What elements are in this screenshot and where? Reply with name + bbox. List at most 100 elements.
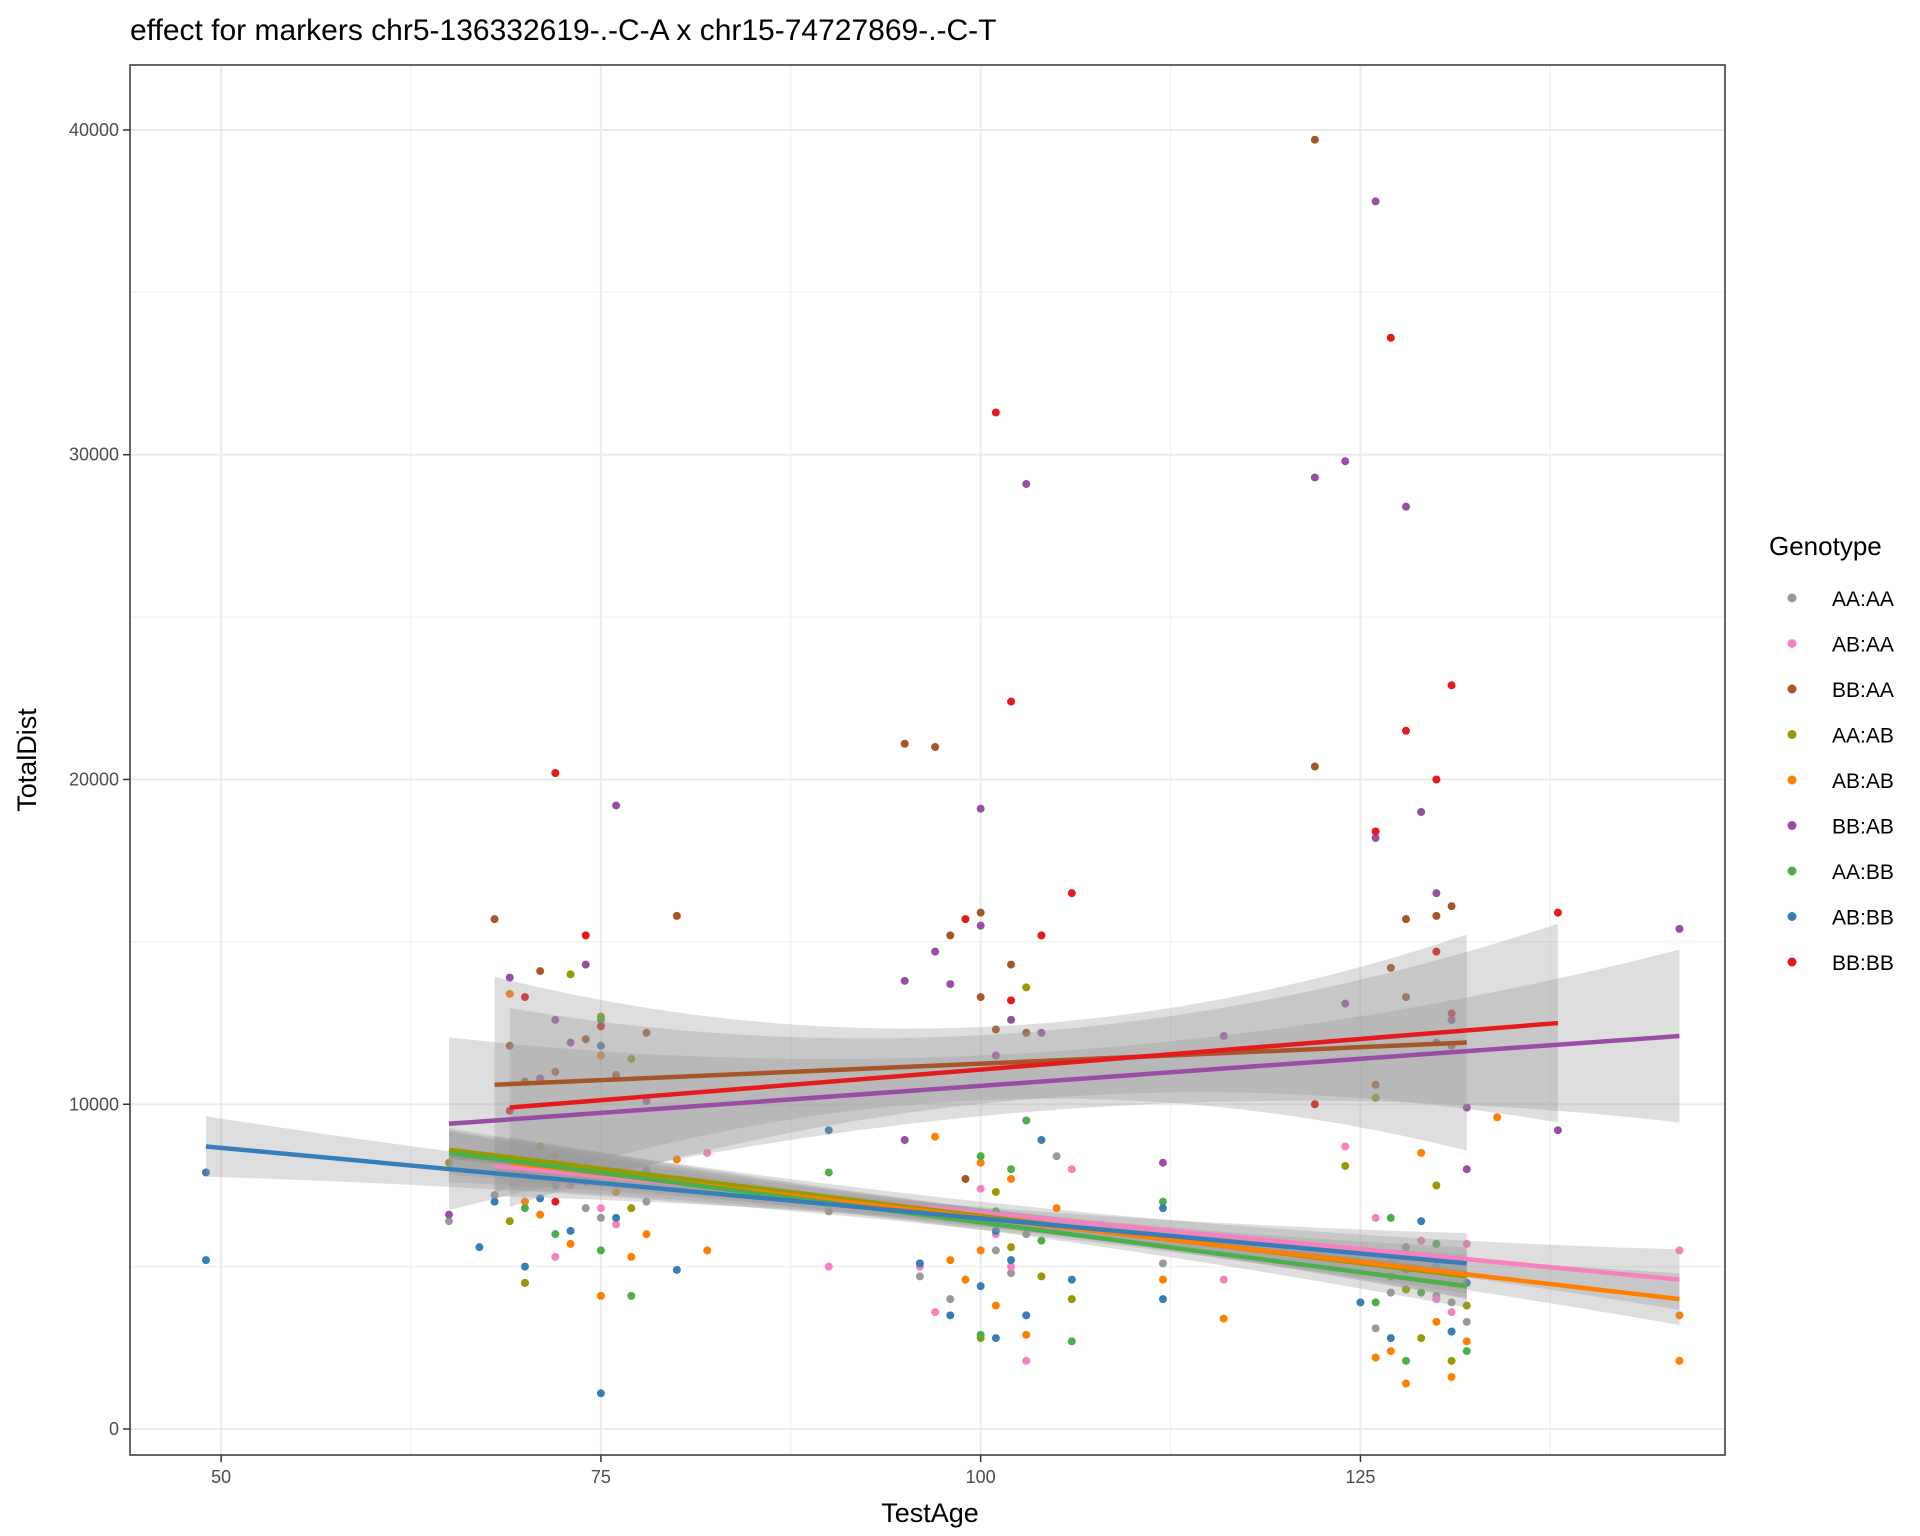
- data-point-AB:AA: [551, 1252, 560, 1261]
- data-point-BB:AA: [1022, 1028, 1031, 1037]
- data-point-BB:BB: [581, 931, 590, 940]
- legend-label-AA:AB: AA:AB: [1832, 725, 1894, 748]
- data-point-BB:AB: [1553, 1126, 1562, 1135]
- data-point-BB:AB: [551, 1015, 560, 1024]
- data-point-BB:AB: [976, 921, 985, 930]
- data-point-BB:AB: [900, 1135, 909, 1144]
- fit-line-AB:BB: [205, 1144, 1467, 1266]
- data-point-AA:AB: [520, 1278, 529, 1287]
- x-tick-label: 50: [211, 1467, 231, 1487]
- legend: AA:AA AB:AA BB:AA AA:AB AB:AB BB:AB AA:BB AB:BB…: [1787, 588, 1894, 975]
- data-point-AB:BB: [991, 1226, 1000, 1235]
- y-tick-label: 30000: [69, 445, 119, 465]
- data-point-AB:BB: [612, 1213, 621, 1222]
- data-point-AB:AA: [1007, 1262, 1016, 1271]
- panel-background: [130, 65, 1725, 1455]
- data-point-AA:AB: [505, 1217, 514, 1226]
- data-point-AB:AA: [824, 1262, 833, 1271]
- y-tick-label: 0: [109, 1419, 119, 1439]
- data-point-AA:AA: [1007, 1269, 1016, 1278]
- data-point-AB:BB: [672, 1265, 681, 1274]
- data-point-BB:BB: [961, 915, 970, 924]
- data-point-BB:AB: [1310, 473, 1319, 482]
- data-point-AA:BB: [1432, 1239, 1441, 1248]
- legend-key-AB:BB: [1787, 912, 1797, 921]
- data-point-AA:AB: [566, 970, 575, 979]
- data-point-AB:AB: [612, 1187, 621, 1196]
- legend-label-AB:AB: AB:AB: [1832, 770, 1894, 793]
- data-point-AA:BB: [824, 1168, 833, 1177]
- y-tick-label: 20000: [69, 769, 119, 789]
- data-point-AB:BB: [201, 1256, 210, 1265]
- data-point-AB:AA: [566, 1181, 575, 1190]
- data-point-AA:AA: [1447, 1298, 1456, 1307]
- legend-label-BB:BB: BB:BB: [1832, 952, 1894, 975]
- data-point-AA:AA: [581, 1204, 590, 1213]
- x-axis-title: TestAge: [881, 1498, 979, 1528]
- data-point-AB:AB: [1371, 1353, 1380, 1362]
- data-point-AB:AB: [596, 1291, 605, 1300]
- data-point-AA:BB: [1371, 1298, 1380, 1307]
- data-point-AB:BB: [946, 1311, 955, 1320]
- fit-line-BB:AA: [494, 1040, 1467, 1088]
- panel-border: [129, 64, 1726, 1456]
- fit-line-BB:AB: [448, 1033, 1680, 1126]
- data-point-AA:AB: [1371, 1093, 1380, 1102]
- data-point-AA:BB: [1386, 1213, 1395, 1222]
- data-point-BB:AA: [1007, 960, 1016, 969]
- data-point-AA:AB: [1447, 1356, 1456, 1365]
- x-tick-label: 125: [1345, 1467, 1375, 1487]
- data-point-AB:AB: [520, 1197, 529, 1206]
- data-point-AB:AB: [976, 1158, 985, 1167]
- data-point-AB:BB: [1067, 1275, 1076, 1284]
- data-point-BB:AA: [505, 1041, 514, 1050]
- legend-label-BB:AB: BB:AB: [1832, 816, 1894, 839]
- data-point-BB:AA: [1402, 915, 1410, 924]
- fit-line-BB:BB: [509, 1020, 1559, 1110]
- data-point-BB:BB: [1386, 333, 1395, 342]
- data-point-BB:BB: [1371, 827, 1380, 836]
- data-point-BB:AB: [1447, 1015, 1456, 1024]
- y-axis-title: TotalDist: [12, 708, 42, 812]
- data-point-AB:AB: [505, 989, 514, 998]
- fit-line-AA:BB: [448, 1150, 1468, 1289]
- data-point-BB:AB: [1371, 833, 1380, 842]
- data-point-BB:BB: [991, 408, 1000, 417]
- data-point-BB:AB: [1341, 999, 1350, 1008]
- data-point-BB:AA: [900, 739, 909, 748]
- data-point-BB:AB: [900, 976, 909, 985]
- data-point-BB:AA: [536, 967, 545, 976]
- data-point-AB:BB: [824, 1126, 833, 1135]
- data-point-AB:AB: [1052, 1204, 1061, 1213]
- data-point-BB:AA: [1371, 1080, 1380, 1089]
- data-point-BB:AB: [1462, 1103, 1471, 1112]
- data-point-AA:AB: [1462, 1301, 1471, 1310]
- data-point-AB:AB: [1675, 1311, 1684, 1320]
- data-point-AB:AB: [1675, 1356, 1684, 1365]
- data-point-BB:AB: [931, 947, 940, 956]
- data-point-AB:BB: [536, 1194, 545, 1203]
- data-point-AA:AB: [1417, 1334, 1426, 1343]
- data-point-BB:AB: [946, 980, 955, 989]
- data-point-AB:AB: [1447, 1373, 1456, 1382]
- data-point-AB:AB: [536, 1210, 545, 1219]
- data-point-BB:AA: [961, 1174, 970, 1183]
- data-point-AB:BB: [201, 1168, 210, 1177]
- legend-label-AB:BB: AB:BB: [1832, 907, 1894, 930]
- data-point-BB:AA: [490, 915, 499, 924]
- data-point-BB:BB: [1553, 908, 1562, 917]
- data-point-BB:AB: [581, 960, 590, 969]
- legend-key-BB:AB: [1787, 821, 1797, 830]
- data-point-AB:AB: [1219, 1314, 1228, 1323]
- data-point-AB:BB: [566, 1226, 575, 1235]
- data-point-AA:BB: [596, 1015, 605, 1024]
- data-point-AB:AA: [1371, 1213, 1380, 1222]
- data-point-BB:AA: [991, 1025, 1000, 1034]
- data-point-AB:BB: [475, 1243, 484, 1252]
- data-point-AB:BB: [596, 1389, 605, 1398]
- data-point-AB:AB: [1158, 1275, 1167, 1284]
- data-point-AA:BB: [1402, 1356, 1410, 1365]
- y-tick-label: 10000: [69, 1094, 119, 1114]
- data-point-BB:AA: [1310, 135, 1319, 144]
- data-point-AB:BB: [915, 1259, 924, 1268]
